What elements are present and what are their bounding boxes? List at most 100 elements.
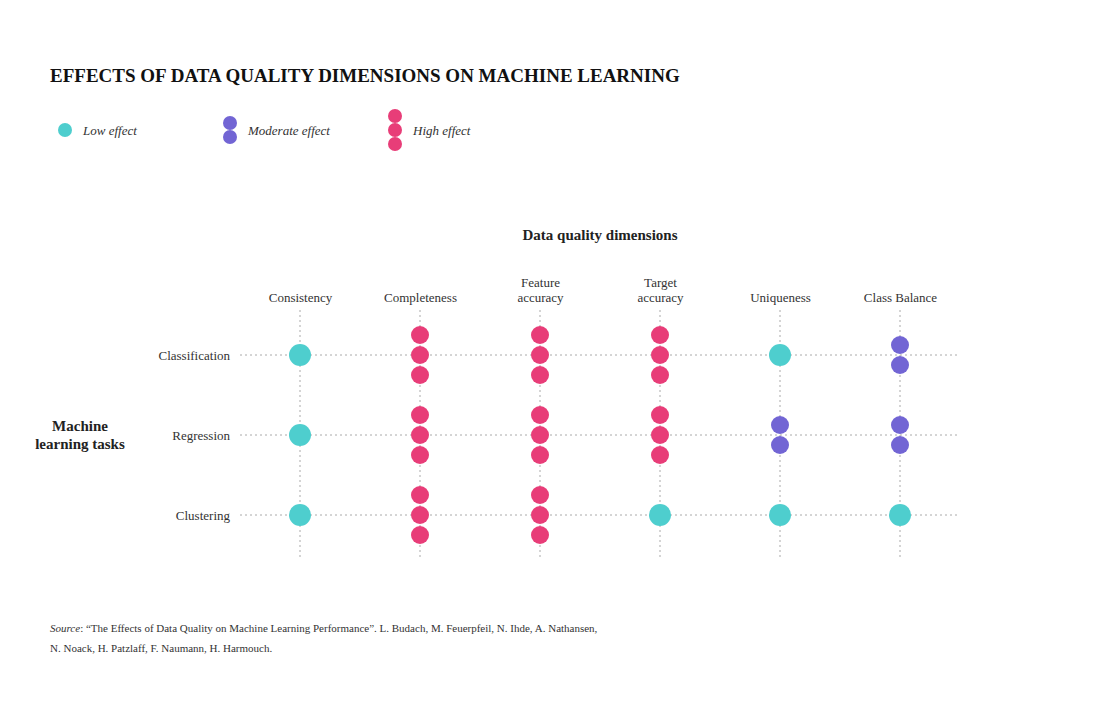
source-label: Source [50,622,80,634]
chart: EFFECTS OF DATA QUALITY DIMENSIONS ON MA… [0,0,1100,701]
legend-item: Low effect [58,123,137,138]
legend: Low effect Moderate effect High effect [58,109,471,151]
cell [531,406,549,464]
cell [289,504,311,526]
source-text: N. Noack, H. Patzlaff, F. Naumann, H. Ha… [50,642,272,654]
dot [531,346,549,364]
cell [769,504,791,526]
x-tick: Uniqueness [750,290,811,305]
x-tick-label: Class Balance [864,290,938,305]
x-tick: Featureaccuracy [517,275,564,305]
legend-label: Low effect [82,123,137,138]
cell [769,344,791,366]
dot [651,366,669,384]
dot [411,446,429,464]
dot [891,436,909,454]
dot [531,406,549,424]
x-tick-label: Completeness [384,290,457,305]
dot [531,446,549,464]
y-tick: Regression [172,428,230,443]
legend-item: Moderate effect [223,116,330,144]
dot [651,446,669,464]
source: Source: “The Effects of Data Quality on … [50,622,598,634]
dot [651,406,669,424]
dot [289,424,311,446]
x-tick: Class Balance [864,290,938,305]
dot [771,436,789,454]
x-tick-label: Uniqueness [750,290,811,305]
y-tick: Classification [159,348,231,363]
cell [651,406,669,464]
dot [891,336,909,354]
cell [891,336,909,374]
cell [651,326,669,384]
cell [891,416,909,454]
dot [411,346,429,364]
dot [891,416,909,434]
dot [411,486,429,504]
legend-label: High effect [412,123,471,138]
grid [240,310,960,560]
grid-line [240,355,960,356]
legend-dot [388,109,402,123]
x-axis: Consistency Completeness Featureaccuracy Ta… [269,275,938,305]
x-tick: Completeness [384,290,457,305]
x-tick-label: Featureaccuracy [517,275,564,305]
dot [649,504,671,526]
legend-dot [388,123,402,137]
dot [411,526,429,544]
dot [771,416,789,434]
cell [289,424,311,446]
legend-dot [223,116,237,130]
x-tick-label: Consistency [269,290,333,305]
dot [411,426,429,444]
dot [411,326,429,344]
dot [891,356,909,374]
dot [289,344,311,366]
dot [531,526,549,544]
y-axis: Classification Regression Clustering [159,348,231,523]
y-tick: Clustering [176,508,231,523]
grid-line [240,515,960,516]
source-text: : “The Effects of Data Quality on Machin… [80,622,597,634]
dot [769,344,791,366]
x-tick: Targetaccuracy [637,275,684,305]
dot [531,326,549,344]
x-tick: Consistency [269,290,333,305]
legend-dot [223,130,237,144]
cell [649,504,671,526]
dot [889,504,911,526]
marks [289,326,911,544]
legend-label: Moderate effect [247,123,330,138]
dot [651,426,669,444]
cell [531,326,549,384]
dot [289,504,311,526]
cell [411,486,429,544]
legend-dot [388,137,402,151]
title: EFFECTS OF DATA QUALITY DIMENSIONS ON MA… [50,65,680,86]
x-tick-label: Targetaccuracy [637,275,684,305]
dot [411,406,429,424]
dot [651,326,669,344]
y-tick-label: Clustering [176,508,231,523]
cell [289,344,311,366]
legend-item: High effect [388,109,471,151]
dot [531,506,549,524]
grid-line [240,435,960,436]
dot [769,504,791,526]
cell [889,504,911,526]
dot [531,426,549,444]
cell [531,486,549,544]
dot [531,486,549,504]
dot [531,366,549,384]
y-tick-label: Regression [172,428,230,443]
dot [411,506,429,524]
dot [651,346,669,364]
y-axis-title: Machinelearning tasks [35,418,125,452]
y-tick-label: Classification [159,348,231,363]
cell [411,326,429,384]
dot [411,366,429,384]
legend-dot [58,123,72,137]
cell [411,406,429,464]
cell [771,416,789,454]
